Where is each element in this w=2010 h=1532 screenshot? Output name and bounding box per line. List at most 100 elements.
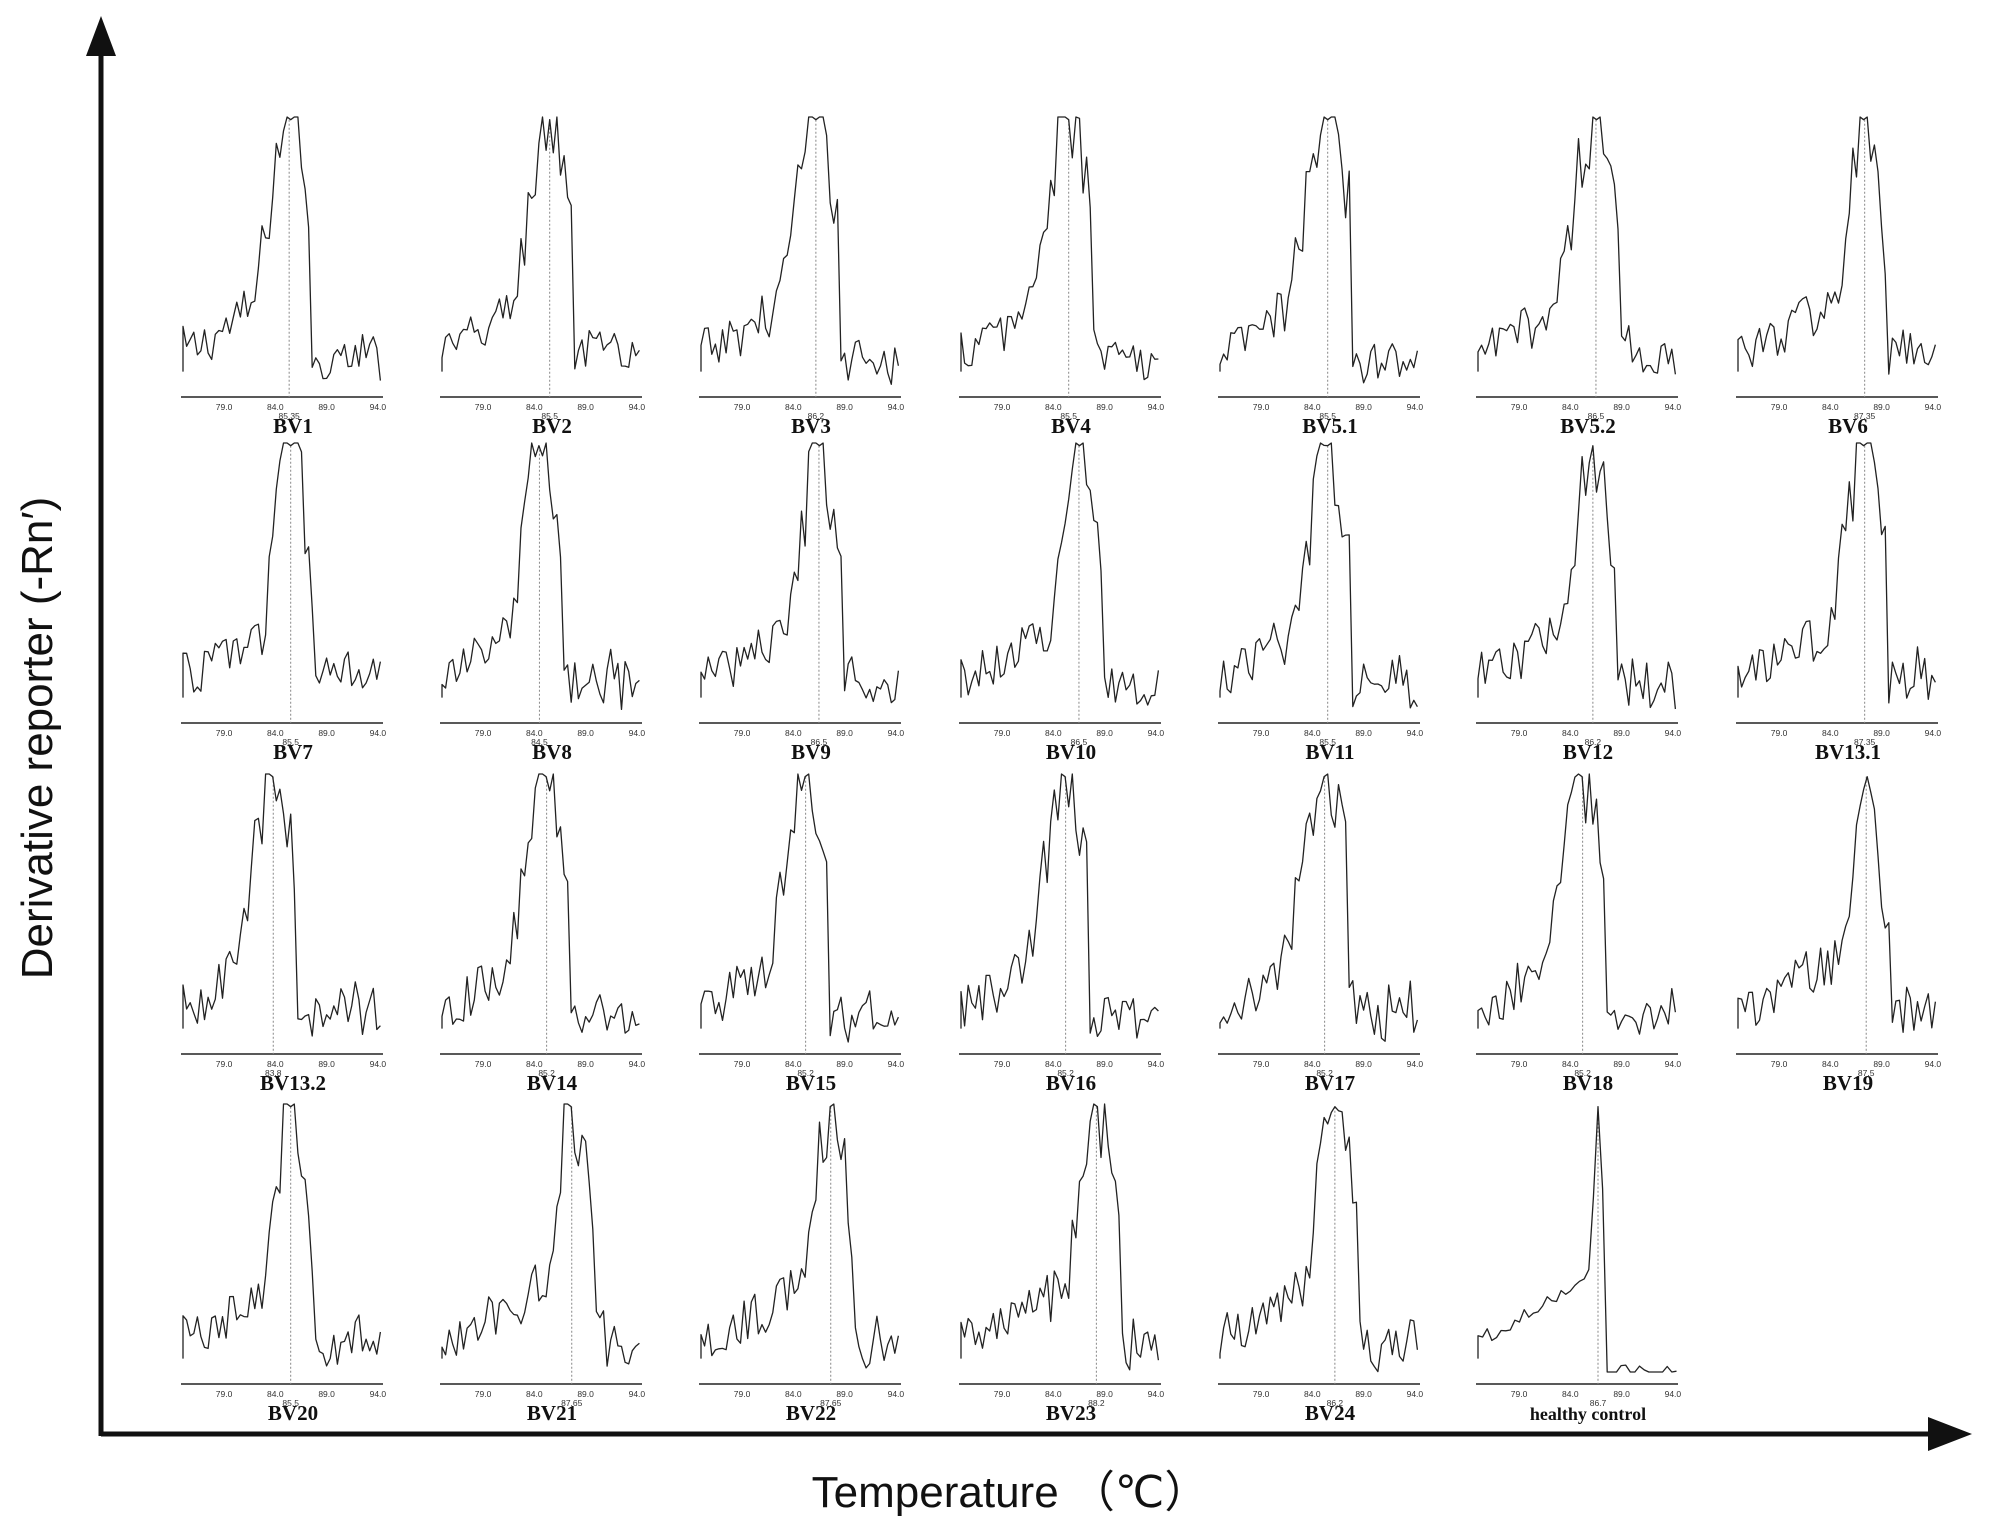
- panel-label: BV6: [1828, 414, 1868, 438]
- peak-value-label: 85.2: [1574, 1068, 1591, 1078]
- tick-label: 89.0: [1613, 1389, 1630, 1399]
- melt-curve-line: [700, 116, 900, 385]
- melt-curve-line: [1477, 773, 1677, 1035]
- peak-value-label: 86.5: [1071, 737, 1088, 747]
- melt-curve-line: [960, 773, 1159, 1039]
- panel-label: BV21: [527, 1401, 577, 1425]
- tick-label: 94.0: [629, 728, 646, 738]
- tick-label: 94.0: [1665, 728, 1682, 738]
- panel-label: BV15: [786, 1071, 836, 1095]
- tick-label: 94.0: [629, 1059, 646, 1069]
- tick-label: 94.0: [888, 402, 905, 412]
- tick-label: 79.0: [734, 1389, 751, 1399]
- panel-label: BV3: [791, 414, 831, 438]
- tick-label: 79.0: [734, 402, 751, 412]
- tick-label: 79.0: [475, 1059, 492, 1069]
- panel-label: BV16: [1046, 1071, 1096, 1095]
- tick-label: 84.0: [526, 402, 543, 412]
- tick-label: 79.0: [216, 1389, 233, 1399]
- tick-label: 84.0: [785, 402, 802, 412]
- tick-label: 89.0: [1096, 1389, 1113, 1399]
- melt-curve-line: [441, 116, 640, 372]
- melt-curve-line: [1477, 1106, 1677, 1373]
- tick-label: 79.0: [994, 1389, 1011, 1399]
- tick-label: 89.0: [577, 1389, 594, 1399]
- melt-curve-line: [1219, 442, 1418, 709]
- peak-value-label: 83.8: [265, 1068, 282, 1078]
- tick-label: 84.0: [267, 1059, 284, 1069]
- melt-curve-line: [1219, 116, 1419, 384]
- panel-label: BV17: [1305, 1071, 1355, 1095]
- tick-label: 79.0: [994, 728, 1011, 738]
- tick-label: 94.0: [1665, 1059, 1682, 1069]
- tick-label: 79.0: [994, 402, 1011, 412]
- tick-label: 89.0: [318, 1389, 335, 1399]
- panel-label: BV23: [1046, 1401, 1096, 1425]
- tick-label: 89.0: [1613, 402, 1630, 412]
- tick-label: 89.0: [836, 1059, 853, 1069]
- panel-label: BV4: [1051, 414, 1091, 438]
- panel-label: BV5.2: [1560, 414, 1615, 438]
- panel-label: BV24: [1305, 1401, 1356, 1425]
- tick-label: 84.0: [1304, 1059, 1321, 1069]
- panel-label: BV10: [1046, 740, 1096, 764]
- peak-value-label: 86.7: [1590, 1398, 1607, 1408]
- x-axis-arrow: [1928, 1417, 1972, 1451]
- melt-curve-line: [1219, 1106, 1419, 1373]
- tick-label: 94.0: [1148, 1389, 1165, 1399]
- peak-value-label: 87.65: [561, 1398, 583, 1408]
- tick-label: 84.0: [785, 728, 802, 738]
- tick-label: 89.0: [1096, 402, 1113, 412]
- peak-value-label: 85.5: [1319, 737, 1336, 747]
- tick-label: 89.0: [1355, 1059, 1372, 1069]
- tick-label: 84.0: [267, 1389, 284, 1399]
- tick-label: 84.0: [267, 728, 284, 738]
- panel-label: BV8: [532, 740, 572, 764]
- tick-label: 94.0: [888, 728, 905, 738]
- tick-label: 94.0: [370, 1389, 387, 1399]
- tick-label: 79.0: [734, 1059, 751, 1069]
- y-axis-arrow: [86, 16, 116, 56]
- panel-label: BV1: [273, 414, 313, 438]
- peak-value-label: 85.5: [1319, 411, 1336, 421]
- melt-curve-line: [960, 1103, 1160, 1371]
- tick-label: 84.0: [1045, 728, 1062, 738]
- tick-label: 79.0: [1253, 402, 1270, 412]
- peak-value-label: 86.5: [811, 737, 828, 747]
- melt-curve-line: [441, 442, 640, 711]
- tick-label: 79.0: [216, 1059, 233, 1069]
- melt-curve-line: [1737, 442, 1936, 704]
- melt-curve-line: [441, 1103, 640, 1367]
- tick-label: 89.0: [1873, 402, 1890, 412]
- melt-curve-line: [1737, 776, 1937, 1033]
- panel-label: BV14: [527, 1071, 578, 1095]
- tick-label: 84.0: [1304, 728, 1321, 738]
- tick-label: 79.0: [994, 1059, 1011, 1069]
- tick-label: 94.0: [1407, 402, 1424, 412]
- panel-label: BV11: [1305, 740, 1354, 764]
- peak-value-label: 85.5: [1060, 411, 1077, 421]
- tick-label: 84.0: [526, 728, 543, 738]
- peak-value-label: 85.2: [1057, 1068, 1074, 1078]
- panel-label: BV7: [273, 740, 313, 764]
- melt-curve-line: [182, 116, 382, 381]
- tick-label: 84.0: [785, 1059, 802, 1069]
- peak-value-label: 87.35: [1854, 411, 1876, 421]
- tick-label: 84.0: [1304, 402, 1321, 412]
- tick-label: 89.0: [1355, 402, 1372, 412]
- peak-value-label: 85.5: [282, 1398, 299, 1408]
- tick-label: 89.0: [836, 1389, 853, 1399]
